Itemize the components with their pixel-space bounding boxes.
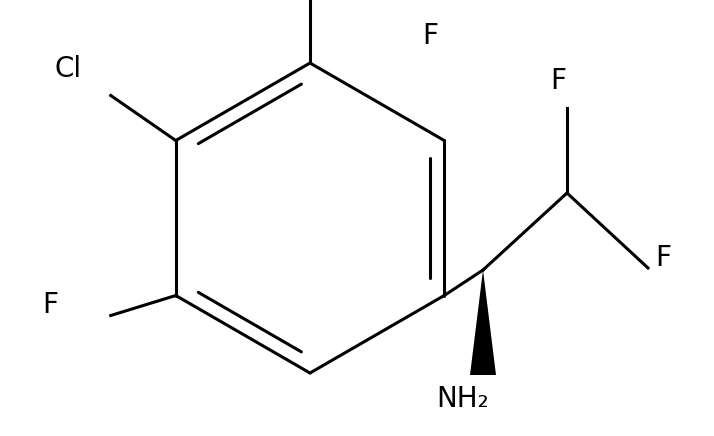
Text: NH₂: NH₂ [437, 385, 489, 413]
Text: F: F [550, 67, 566, 95]
Text: F: F [42, 291, 58, 319]
Polygon shape [470, 270, 496, 375]
Text: F: F [422, 22, 438, 50]
Text: F: F [655, 244, 671, 272]
Text: Cl: Cl [55, 55, 82, 83]
